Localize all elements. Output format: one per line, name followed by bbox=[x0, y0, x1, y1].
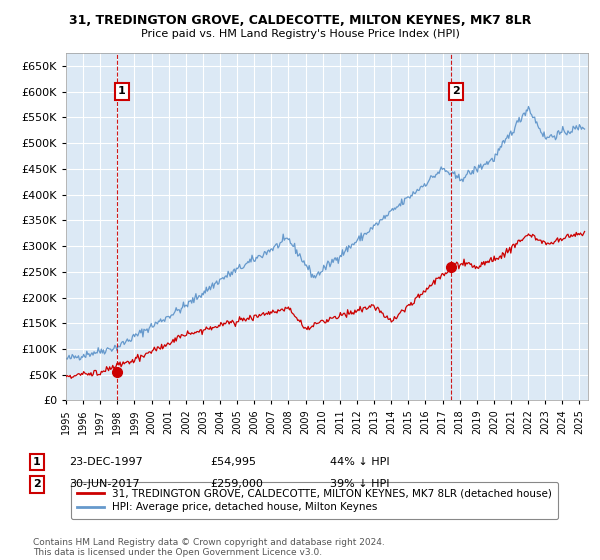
Legend: 31, TREDINGTON GROVE, CALDECOTTE, MILTON KEYNES, MK7 8LR (detached house), HPI: : 31, TREDINGTON GROVE, CALDECOTTE, MILTON… bbox=[71, 482, 558, 519]
Text: 30-JUN-2017: 30-JUN-2017 bbox=[69, 479, 140, 489]
Text: 23-DEC-1997: 23-DEC-1997 bbox=[69, 457, 143, 467]
Text: 31, TREDINGTON GROVE, CALDECOTTE, MILTON KEYNES, MK7 8LR: 31, TREDINGTON GROVE, CALDECOTTE, MILTON… bbox=[69, 14, 531, 27]
Text: 2: 2 bbox=[452, 86, 460, 96]
Text: 2: 2 bbox=[33, 479, 41, 489]
Text: £54,995: £54,995 bbox=[210, 457, 256, 467]
Text: 44% ↓ HPI: 44% ↓ HPI bbox=[330, 457, 389, 467]
Text: Contains HM Land Registry data © Crown copyright and database right 2024.
This d: Contains HM Land Registry data © Crown c… bbox=[33, 538, 385, 557]
Text: 1: 1 bbox=[33, 457, 41, 467]
Text: 1: 1 bbox=[118, 86, 126, 96]
Text: £259,000: £259,000 bbox=[210, 479, 263, 489]
Text: Price paid vs. HM Land Registry's House Price Index (HPI): Price paid vs. HM Land Registry's House … bbox=[140, 29, 460, 39]
Text: 39% ↓ HPI: 39% ↓ HPI bbox=[330, 479, 389, 489]
